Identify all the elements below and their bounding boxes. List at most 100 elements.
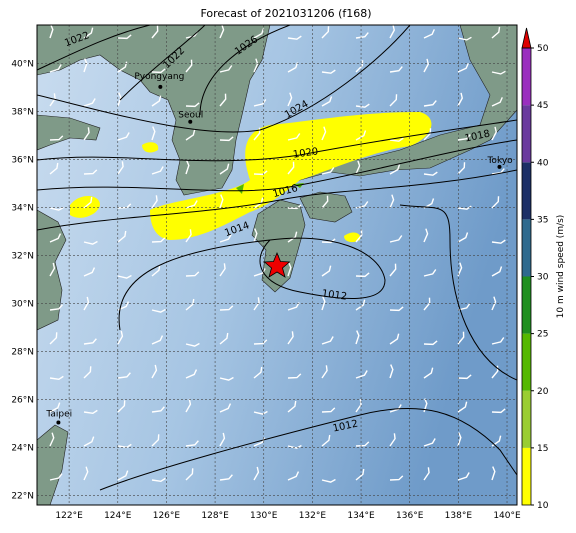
wind-barb <box>355 468 365 481</box>
wind-barb <box>151 364 158 379</box>
wind-barb <box>151 25 159 39</box>
wind-barb <box>219 376 234 381</box>
wind-barb <box>185 369 198 379</box>
wind-barb <box>49 206 64 211</box>
wind-barb <box>321 195 329 209</box>
wind-barb <box>219 65 233 73</box>
city-name: Seoul <box>178 111 203 121</box>
wind-barb <box>49 304 63 311</box>
wind-barb <box>457 432 462 447</box>
colorbar-segment <box>522 162 531 220</box>
wind-barb <box>83 127 90 141</box>
wind-barb <box>151 308 166 313</box>
lat-label: 30°N <box>11 299 34 309</box>
wind-barb <box>185 160 190 175</box>
colorbar: 10 15 20 25 30 35 40 45 50 10 m wind speed (m/s) <box>521 27 566 511</box>
wind-barb <box>287 373 302 379</box>
wind-barb <box>321 26 330 39</box>
wind-barb <box>185 59 193 73</box>
wind-barb <box>423 100 437 107</box>
wind-barb <box>423 198 435 209</box>
wind-barb <box>321 126 327 141</box>
wind-barb <box>83 169 98 175</box>
wind-barb <box>321 69 336 74</box>
wind-barb <box>151 68 166 74</box>
wind-barb <box>355 229 363 243</box>
wind-barb <box>253 297 260 311</box>
wind-barb <box>151 264 161 277</box>
target-star <box>263 251 291 278</box>
lon-label: 122°E <box>55 511 83 521</box>
wind-barb <box>321 336 334 345</box>
wind-barb <box>49 432 55 447</box>
wind-barb <box>49 25 54 39</box>
wind-barb <box>83 27 94 39</box>
wind-barb <box>287 62 299 73</box>
wind-barb <box>117 372 131 379</box>
wind-barb <box>185 200 198 209</box>
wind-barb <box>253 366 263 379</box>
wind-barb <box>151 335 164 345</box>
lon-label: 128°E <box>201 511 229 521</box>
wind-barb <box>287 92 293 107</box>
wind-barb <box>423 367 434 379</box>
wind-barb <box>151 434 160 447</box>
colorbar-segment <box>522 48 531 106</box>
wind-barb <box>117 274 132 279</box>
wind-barb <box>423 171 438 176</box>
wind-barb <box>423 228 429 243</box>
isobars <box>37 25 517 491</box>
wind-barb <box>117 161 124 175</box>
lon-label: 138°E <box>445 511 473 521</box>
wind-barb <box>117 330 124 345</box>
wind-barb <box>49 262 56 277</box>
wind-barb <box>491 26 501 39</box>
wind-barb <box>253 268 266 277</box>
wind-barb <box>219 234 232 243</box>
wind-barb <box>491 337 505 345</box>
city-dot <box>56 420 61 425</box>
wind-barb <box>457 262 463 277</box>
wind-barb <box>219 25 225 39</box>
wind-barb <box>355 32 369 39</box>
wind-barb <box>491 365 499 379</box>
wind-barb <box>491 126 498 141</box>
wind-barb <box>151 126 156 141</box>
wind-barb <box>287 331 294 345</box>
wind-barb <box>457 401 468 413</box>
wind-barb <box>151 166 164 175</box>
wind-barb <box>355 441 370 447</box>
wind-barb <box>355 272 370 278</box>
wind-barb <box>185 398 192 413</box>
wind-barb <box>321 365 328 379</box>
wind-barb <box>253 339 268 345</box>
wind-barb <box>287 262 292 277</box>
wind-barb <box>49 162 59 175</box>
wind-barb <box>151 406 165 413</box>
wind-barb <box>457 92 464 107</box>
lon-label: 136°E <box>396 511 424 521</box>
colorbar-extension <box>521 27 532 49</box>
wind-barb <box>151 477 166 483</box>
wind-barb <box>321 296 326 311</box>
wind-barb <box>355 130 367 141</box>
wind-barb <box>389 25 396 39</box>
wind-barb <box>457 36 472 41</box>
wind-barb <box>389 194 395 209</box>
lon-label: 134°E <box>347 511 375 521</box>
wind-barb <box>423 269 437 277</box>
wind-barb <box>423 128 432 141</box>
wind-barb <box>151 195 158 209</box>
city-name: Taipei <box>45 409 72 419</box>
colorbar-tick-label: 45 <box>537 101 548 111</box>
wind-barb <box>389 306 404 312</box>
wind-barb <box>321 167 335 175</box>
wind-barb <box>117 230 127 243</box>
wind-barb <box>219 194 224 209</box>
wind-barb <box>117 132 130 141</box>
wind-barb <box>389 235 403 243</box>
wind-barb <box>287 35 302 40</box>
wind-barb <box>83 436 95 447</box>
city-dot <box>158 84 163 89</box>
wind-barb <box>49 402 61 413</box>
